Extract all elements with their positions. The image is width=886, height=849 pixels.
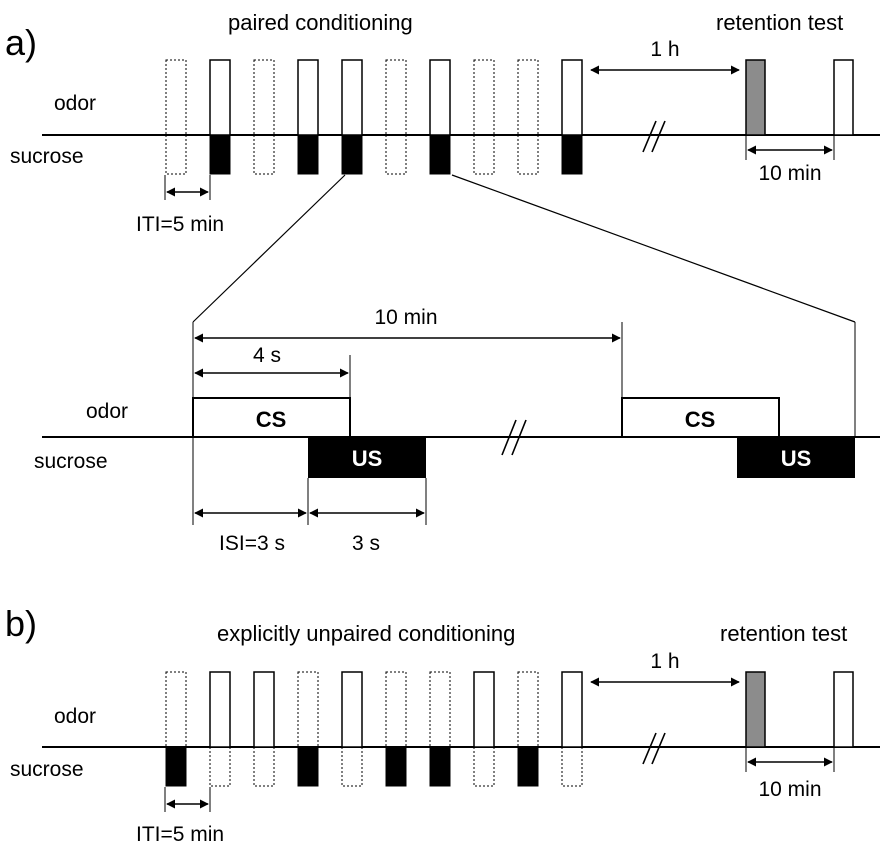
detail-sucrose-label: sucrose bbox=[34, 450, 108, 473]
panel-b-odor-trial-6 bbox=[385, 671, 407, 748]
panel-a-odor-trial-10 bbox=[561, 59, 583, 136]
panel-a-sucrose-label: sucrose bbox=[10, 145, 84, 168]
panel-a-odor-trial-5 bbox=[341, 59, 363, 136]
panel-b-iti-label: ITI=5 min bbox=[136, 823, 224, 846]
panel-b-sucrose-trial-6 bbox=[385, 746, 407, 787]
panel-a-odor-trial-1 bbox=[165, 59, 187, 136]
panel-b-sucrose-trial-8 bbox=[473, 746, 495, 787]
panel-a-retention-title: retention test bbox=[716, 10, 843, 35]
panel-b-sucrose-trial-5 bbox=[341, 746, 363, 787]
panel-a-odor-trial-7 bbox=[429, 59, 451, 136]
detail-us-box-1 bbox=[308, 437, 426, 478]
detail-cs-label-2: CS bbox=[685, 407, 716, 432]
panel-a-sucrose-trial-4 bbox=[297, 134, 319, 175]
panel-b-sucrose-label: sucrose bbox=[10, 758, 84, 781]
detail-us-label-2: US bbox=[781, 446, 812, 471]
panel-a-odor-trial-3 bbox=[253, 59, 275, 136]
panel-a: a) paired conditioning retention test od… bbox=[5, 10, 880, 323]
panel-a-sucrose-trial-6 bbox=[385, 134, 407, 175]
panel-a-test-odor-1 bbox=[745, 59, 766, 136]
detail-us-duration-label: 3 s bbox=[352, 532, 380, 555]
panel-a-letter: a) bbox=[5, 22, 37, 63]
panel-b-title: explicitly unpaired conditioning bbox=[217, 621, 515, 646]
panel-a-test-interval-label: 10 min bbox=[758, 162, 821, 185]
panel-b-sucrose-trial-9 bbox=[517, 746, 539, 787]
panel-b-gap-label: 1 h bbox=[650, 650, 679, 673]
panel-b-odor-trial-3 bbox=[253, 671, 275, 748]
panel-b-break-mark bbox=[642, 732, 666, 765]
panel-a-sucrose-trial-10 bbox=[561, 134, 583, 175]
panel-b-sucrose-trial-2 bbox=[209, 746, 231, 787]
detail-cs-label-1: CS bbox=[256, 407, 287, 432]
detail-break-mark bbox=[501, 419, 527, 456]
panel-a-odor-trial-8 bbox=[473, 59, 495, 136]
panel-a-sucrose-trial-7 bbox=[429, 134, 451, 175]
detail-cs-box-1 bbox=[192, 397, 351, 438]
detail-cs-box-2 bbox=[621, 397, 780, 438]
panel-a-odor-trial-6 bbox=[385, 59, 407, 136]
detail-cs-duration-label: 4 s bbox=[253, 344, 281, 367]
panel-a-title: paired conditioning bbox=[228, 10, 413, 35]
panel-a-sucrose-trial-5 bbox=[341, 134, 363, 175]
panel-a-gap-label: 1 h bbox=[650, 38, 679, 61]
panel-b-letter: b) bbox=[5, 603, 37, 644]
panel-a-sucrose-trial-8 bbox=[473, 134, 495, 175]
panel-b-sucrose-trial-1 bbox=[165, 746, 187, 787]
zoom-line-left bbox=[192, 174, 346, 323]
detail-us-label-1: US bbox=[352, 446, 383, 471]
detail-odor-label: odor bbox=[86, 400, 128, 423]
panel-a-odor-label: odor bbox=[54, 92, 96, 115]
panel-a-iti-label: ITI=5 min bbox=[136, 213, 224, 236]
detail-trial-interval-label: 10 min bbox=[374, 306, 437, 329]
panel-b-odor-trial-7 bbox=[429, 671, 451, 748]
panel-a-trials bbox=[165, 59, 583, 175]
panel-a-sucrose-trial-9 bbox=[517, 134, 539, 175]
panel-a-odor-trial-2 bbox=[209, 59, 231, 136]
panel-b-odor-label: odor bbox=[54, 705, 96, 728]
detail-isi-label: ISI=3 s bbox=[219, 532, 285, 555]
panel-a-sucrose-trial-1 bbox=[165, 134, 187, 175]
panel-b-test-odor-2 bbox=[833, 671, 854, 748]
panel-a-test-odor-2 bbox=[833, 59, 854, 136]
panel-b-sucrose-trial-7 bbox=[429, 746, 451, 787]
panel-a-odor-trial-4 bbox=[297, 59, 319, 136]
panel-b-trials bbox=[165, 671, 583, 787]
panel-a-sucrose-trial-3 bbox=[253, 134, 275, 175]
panel-b-sucrose-trial-10 bbox=[561, 746, 583, 787]
detail-us-box-2 bbox=[737, 437, 855, 478]
panel-a-sucrose-trial-2 bbox=[209, 134, 231, 175]
panel-b-odor-trial-10 bbox=[561, 671, 583, 748]
panel-a-odor-trial-9 bbox=[517, 59, 539, 136]
panel-b-sucrose-trial-3 bbox=[253, 746, 275, 787]
trial-detail: odor sucrose 10 min 4 s CS US CS US bbox=[34, 306, 880, 555]
panel-b-retention-title: retention test bbox=[720, 621, 847, 646]
panel-b-odor-trial-5 bbox=[341, 671, 363, 748]
panel-b-odor-trial-8 bbox=[473, 671, 495, 748]
panel-b-sucrose-trial-4 bbox=[297, 746, 319, 787]
panel-b-test-odor-1 bbox=[745, 671, 766, 748]
panel-b-odor-trial-9 bbox=[517, 671, 539, 748]
zoom-line-right bbox=[451, 174, 856, 323]
panel-b-odor-trial-1 bbox=[165, 671, 187, 748]
panel-b: b) explicitly unpaired conditioning rete… bbox=[5, 603, 880, 846]
panel-b-test-interval-label: 10 min bbox=[758, 778, 821, 801]
panel-a-break-mark bbox=[642, 120, 666, 153]
panel-b-odor-trial-2 bbox=[209, 671, 231, 748]
panel-b-odor-trial-4 bbox=[297, 671, 319, 748]
